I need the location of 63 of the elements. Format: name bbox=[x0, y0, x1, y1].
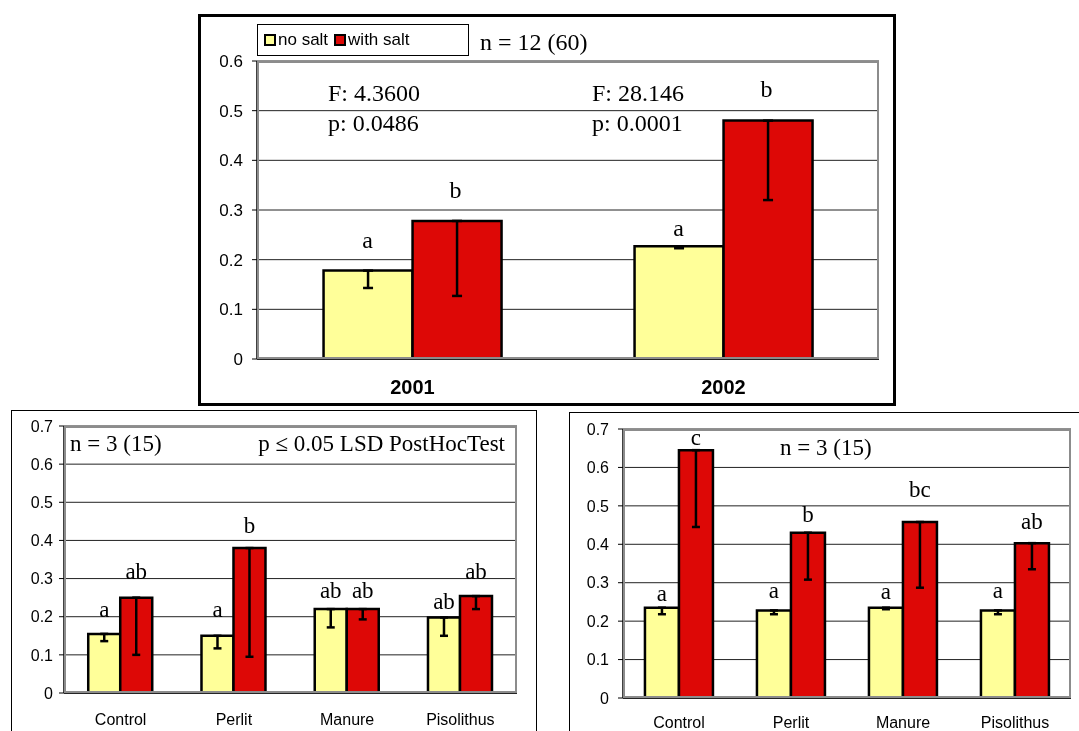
text: n = 12 (60) bbox=[480, 29, 588, 55]
annotation: p: 0.0001 bbox=[592, 110, 683, 136]
legend-label: no salt bbox=[278, 30, 329, 50]
data-label: a bbox=[880, 578, 892, 604]
data-label: ab bbox=[433, 588, 455, 614]
data-label: ab bbox=[465, 558, 487, 584]
y-tick-label: 0.3 bbox=[30, 570, 54, 588]
legend-label: with salt bbox=[348, 30, 410, 50]
y-tick-label: 0.2 bbox=[586, 612, 610, 630]
y-tick-label: 0.7 bbox=[586, 420, 610, 438]
data-label: a bbox=[656, 580, 668, 606]
data-label: ab bbox=[351, 577, 374, 603]
y-tick-label: 0.4 bbox=[586, 535, 610, 553]
y-tick-label: 0.1 bbox=[219, 300, 243, 320]
y-tick-label: 0.3 bbox=[586, 574, 610, 592]
data-label: ab bbox=[1021, 508, 1043, 534]
y-tick-label: 0.1 bbox=[30, 646, 54, 664]
x-tick-label: Control bbox=[94, 711, 147, 729]
y-tick-label: 0.5 bbox=[30, 493, 54, 511]
y-tick-label: 0.6 bbox=[30, 455, 54, 473]
annotation: n = 3 (15) bbox=[70, 430, 162, 456]
y-tick-label: 0 bbox=[600, 689, 610, 707]
data-label: b bbox=[243, 512, 256, 538]
data-label: b bbox=[449, 176, 462, 203]
x-tick-label: Manure bbox=[320, 711, 375, 729]
data-label: ab bbox=[125, 558, 148, 584]
annotation: F: 4.3600 bbox=[328, 80, 421, 106]
x-tick-label: Perlit bbox=[215, 711, 253, 729]
annotation: p: 0.0486 bbox=[328, 110, 419, 136]
data-label: b bbox=[802, 501, 814, 527]
data-label: a bbox=[673, 215, 685, 242]
y-tick-label: 0.2 bbox=[219, 250, 243, 270]
x-tick-label: 2001 bbox=[390, 376, 435, 399]
x-tick-label: Pisolithus bbox=[980, 714, 1050, 731]
y-tick-label: 0.3 bbox=[219, 201, 243, 221]
data-label: a bbox=[992, 577, 1004, 603]
y-tick-label: 0.4 bbox=[30, 532, 54, 550]
y-tick-label: 0.2 bbox=[30, 608, 54, 626]
data-label: ab bbox=[319, 577, 342, 603]
y-tick-label: 0.6 bbox=[219, 52, 243, 72]
y-tick-label: 0.6 bbox=[586, 459, 610, 477]
annotation: F: 28.146 bbox=[592, 80, 685, 106]
y-tick-label: 0 bbox=[233, 350, 243, 370]
y-tick-label: 0.1 bbox=[586, 651, 610, 669]
x-tick-label: Control bbox=[653, 714, 705, 731]
x-tick-label: Pisolithus bbox=[426, 711, 495, 729]
annotation: n = 3 (15) bbox=[780, 434, 872, 460]
x-tick-label: Manure bbox=[875, 714, 931, 731]
annotation: p ≤ 0.05 LSD PostHocTest bbox=[258, 430, 506, 456]
data-label: c bbox=[690, 424, 702, 450]
data-label: a bbox=[99, 596, 110, 622]
data-label: bc bbox=[909, 476, 931, 502]
data-label: a bbox=[362, 226, 374, 253]
x-tick-label: 2002 bbox=[701, 376, 746, 399]
data-label: a bbox=[212, 596, 223, 622]
y-tick-label: 0 bbox=[44, 684, 54, 702]
data-label: a bbox=[768, 577, 780, 603]
data-label: b bbox=[760, 75, 773, 102]
y-tick-label: 0.5 bbox=[219, 101, 243, 121]
y-tick-label: 0.4 bbox=[219, 151, 243, 171]
x-tick-label: Perlit bbox=[772, 714, 810, 731]
y-tick-label: 0.5 bbox=[586, 497, 610, 515]
y-tick-label: 0.7 bbox=[30, 417, 54, 435]
